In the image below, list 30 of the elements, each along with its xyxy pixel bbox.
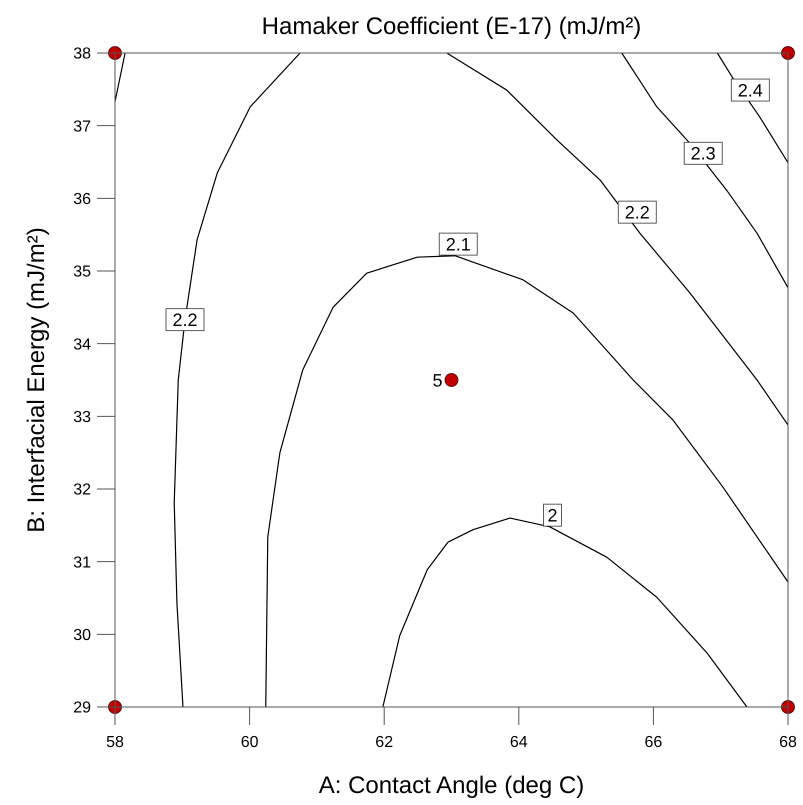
y-tick-label: 31	[73, 554, 92, 572]
x-tick-label: 62	[375, 734, 394, 751]
x-tick-label: 60	[240, 734, 259, 751]
line-series	[621, 52, 789, 288]
point	[444, 373, 458, 387]
y-tick-label: 37	[73, 118, 92, 136]
point	[781, 46, 795, 60]
y-tick-label: 36	[73, 190, 92, 208]
y-tick-label: 32	[73, 482, 92, 499]
annotation: 2.1	[446, 234, 471, 254]
x-tick-label: 64	[510, 734, 528, 751]
x-tick-label: 68	[779, 734, 797, 751]
annotation: 5	[432, 370, 442, 390]
annotation: 2	[547, 505, 558, 526]
x-tick-label: 66	[644, 734, 662, 751]
y-axis-title: B: Interfacial Energy (mJ/m²)	[23, 227, 50, 533]
x-tick-label: 58	[106, 734, 124, 751]
line-series	[446, 52, 789, 426]
x-axis-title: A: Contact Angle (deg C)	[318, 772, 584, 799]
y-tick-label: 30	[73, 626, 92, 644]
y-tick-label: 38	[73, 46, 92, 63]
chart-title: Hamaker Coefficient (E-17) (mJ/m²)	[262, 13, 642, 40]
y-tick-label: 29	[73, 700, 92, 717]
y-tick-label: 33	[73, 408, 92, 426]
annotation: 2.2	[624, 202, 650, 222]
y-tick-label: 35	[73, 264, 92, 281]
y-tick-label: 34	[73, 336, 92, 354]
annotation: 2.4	[738, 80, 763, 100]
annotation: 2.3	[690, 144, 716, 164]
line-series	[265, 255, 789, 708]
